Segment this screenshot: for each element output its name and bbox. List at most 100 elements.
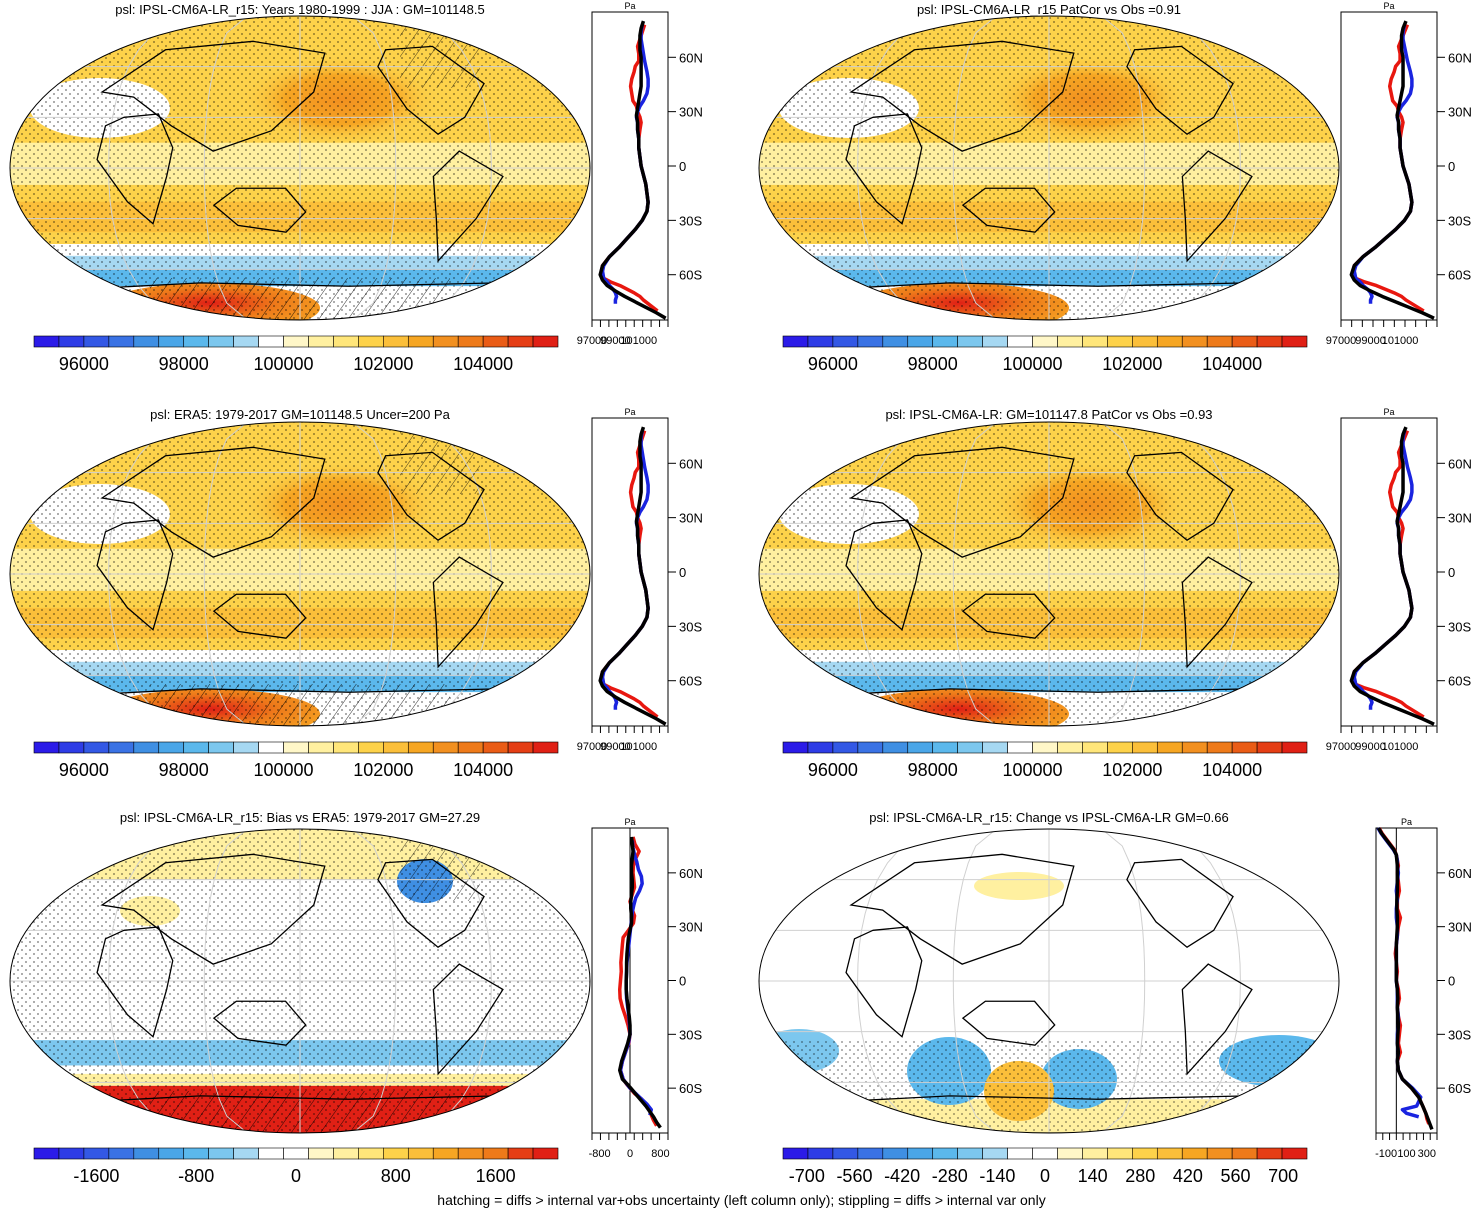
colorbar-swatch <box>782 741 809 754</box>
graticule-line <box>108 829 195 1133</box>
profile-x-tick-label: 100 <box>1397 1148 1415 1160</box>
panel-5: psl: IPSL-CM6A-LR_r15: Bias vs ERA5: 197… <box>9 810 703 1186</box>
colorbar-swatch <box>1231 335 1258 348</box>
colorbar-tick-label: 96000 <box>808 760 858 780</box>
zonal-mean-profile: Pa 60N 30N 0 30S 60S -800 0 800 <box>589 817 703 1160</box>
colorbar-swatch <box>957 741 983 754</box>
profile-y-tick-label: 30N <box>1448 920 1472 935</box>
graticule-line <box>1154 422 1241 726</box>
colorbar-swatch <box>283 335 309 348</box>
profile-x-tick-label: 99000 <box>600 741 631 753</box>
colorbar-tick-label: 96000 <box>808 354 858 374</box>
colorbar-swatch <box>108 1147 135 1160</box>
panel-title: psl: IPSL-CM6A-LR_r15 PatCor vs Obs =0.9… <box>917 2 1181 17</box>
colorbar-swatch <box>407 1147 434 1160</box>
profile-y-tick-label: 0 <box>679 974 686 989</box>
colorbar-swatch <box>1007 741 1033 754</box>
graticule-line <box>108 16 195 320</box>
colorbar-swatch <box>432 1147 459 1160</box>
colorbar-swatch <box>1206 335 1233 348</box>
colorbar-tick-label: -560 <box>836 1166 872 1186</box>
map-field <box>759 422 1339 726</box>
colorbar-tick-label: 96000 <box>59 760 109 780</box>
colorbar-swatch <box>308 335 334 348</box>
colorbar-tick-label: -140 <box>979 1166 1015 1186</box>
colorbar-swatch <box>482 741 509 754</box>
profile-series-line <box>598 426 667 726</box>
continent-south-america <box>432 556 504 669</box>
colorbar-swatch <box>882 741 909 754</box>
colorbar-swatch <box>1181 741 1208 754</box>
map-border <box>9 15 591 321</box>
colorbar-swatch <box>83 741 110 754</box>
colorbar-swatch <box>383 1147 409 1160</box>
colorbar-swatch <box>982 335 1008 348</box>
colorbar-swatch <box>882 335 909 348</box>
colorbar-swatch <box>233 741 259 754</box>
profile-y-tick-label: 0 <box>1448 565 1455 580</box>
continent-australia <box>961 187 1056 233</box>
colorbar-swatch <box>457 335 484 348</box>
colorbar-swatch <box>258 741 284 754</box>
colorbar-tick-label: -1600 <box>73 1166 119 1186</box>
graticule-line <box>1101 422 1146 726</box>
colorbar: -1600 -800 0 800 1600 <box>33 1147 559 1186</box>
profile-y-tick-label: 0 <box>679 565 686 580</box>
graticule-line <box>952 829 997 1133</box>
colorbar-tick-label: 98000 <box>159 354 209 374</box>
profile-y-tick-label: 30S <box>1448 619 1471 634</box>
profile-y-tick-label: 60S <box>1448 1081 1471 1096</box>
colorbar-swatch <box>1256 335 1283 348</box>
profile-y-tick-label: 30S <box>679 619 702 634</box>
profile-y-tick-label: 30N <box>679 105 703 120</box>
profile-y-tick-label: 60S <box>679 268 702 283</box>
colorbar-swatch <box>832 741 859 754</box>
profile-x-tick-label: 99000 <box>600 335 631 347</box>
profile-y-tick-label: 30S <box>1448 1027 1471 1042</box>
colorbar-swatch <box>158 741 185 754</box>
colorbar-swatch <box>907 335 934 348</box>
panel-title: psl: IPSL-CM6A-LR: GM=101147.8 PatCor vs… <box>885 407 1212 422</box>
continent-africa <box>96 926 174 1038</box>
profile-unit-label: Pa <box>624 1 635 11</box>
profile-x-tick-label: 97000 <box>577 335 608 347</box>
profile-series-line <box>1377 827 1434 1131</box>
colorbar-swatch <box>457 1147 484 1160</box>
colorbar-swatch <box>1132 741 1158 754</box>
profile-x-tick-label: 97000 <box>1326 741 1357 753</box>
colorbar-swatch <box>208 335 234 348</box>
colorbar-swatch <box>1032 335 1058 348</box>
profile-y-tick-label: 60N <box>1448 456 1472 471</box>
field-positive-blob <box>974 872 1064 900</box>
hatching <box>400 831 480 901</box>
colorbar-swatch <box>183 335 209 348</box>
colorbar-swatch <box>1007 1147 1033 1160</box>
colorbar-swatch <box>1281 741 1308 754</box>
colorbar-tick-label: 100000 <box>1002 354 1062 374</box>
colorbar-swatch <box>83 335 110 348</box>
panel-3: psl: ERA5: 1979-2017 GM=101148.5 Uncer=2… <box>9 407 703 780</box>
profile-y-tick-label: 60S <box>1448 674 1471 689</box>
map-field <box>10 16 590 320</box>
profile-series-line <box>1351 24 1425 313</box>
colorbar-swatch <box>333 741 359 754</box>
colorbar-swatch <box>33 1147 60 1160</box>
colorbar-swatch <box>832 1147 859 1160</box>
colorbar-swatch <box>283 1147 309 1160</box>
colorbar-tick-label: -700 <box>789 1166 825 1186</box>
profile-x-tick-label: 800 <box>651 1148 669 1160</box>
continent-south-america <box>432 963 504 1076</box>
graticule-line <box>952 422 997 726</box>
colorbar-swatch <box>1107 1147 1133 1160</box>
profile-series-line <box>599 430 659 719</box>
graticule-line <box>203 422 248 726</box>
colorbar-swatch <box>58 335 85 348</box>
colorbar-swatch <box>333 335 359 348</box>
colorbar-tick-label: 104000 <box>453 760 513 780</box>
profile-series-line <box>599 24 659 313</box>
graticule-line <box>1154 16 1241 320</box>
colorbar-swatch <box>957 1147 983 1160</box>
continent-africa <box>96 113 174 225</box>
